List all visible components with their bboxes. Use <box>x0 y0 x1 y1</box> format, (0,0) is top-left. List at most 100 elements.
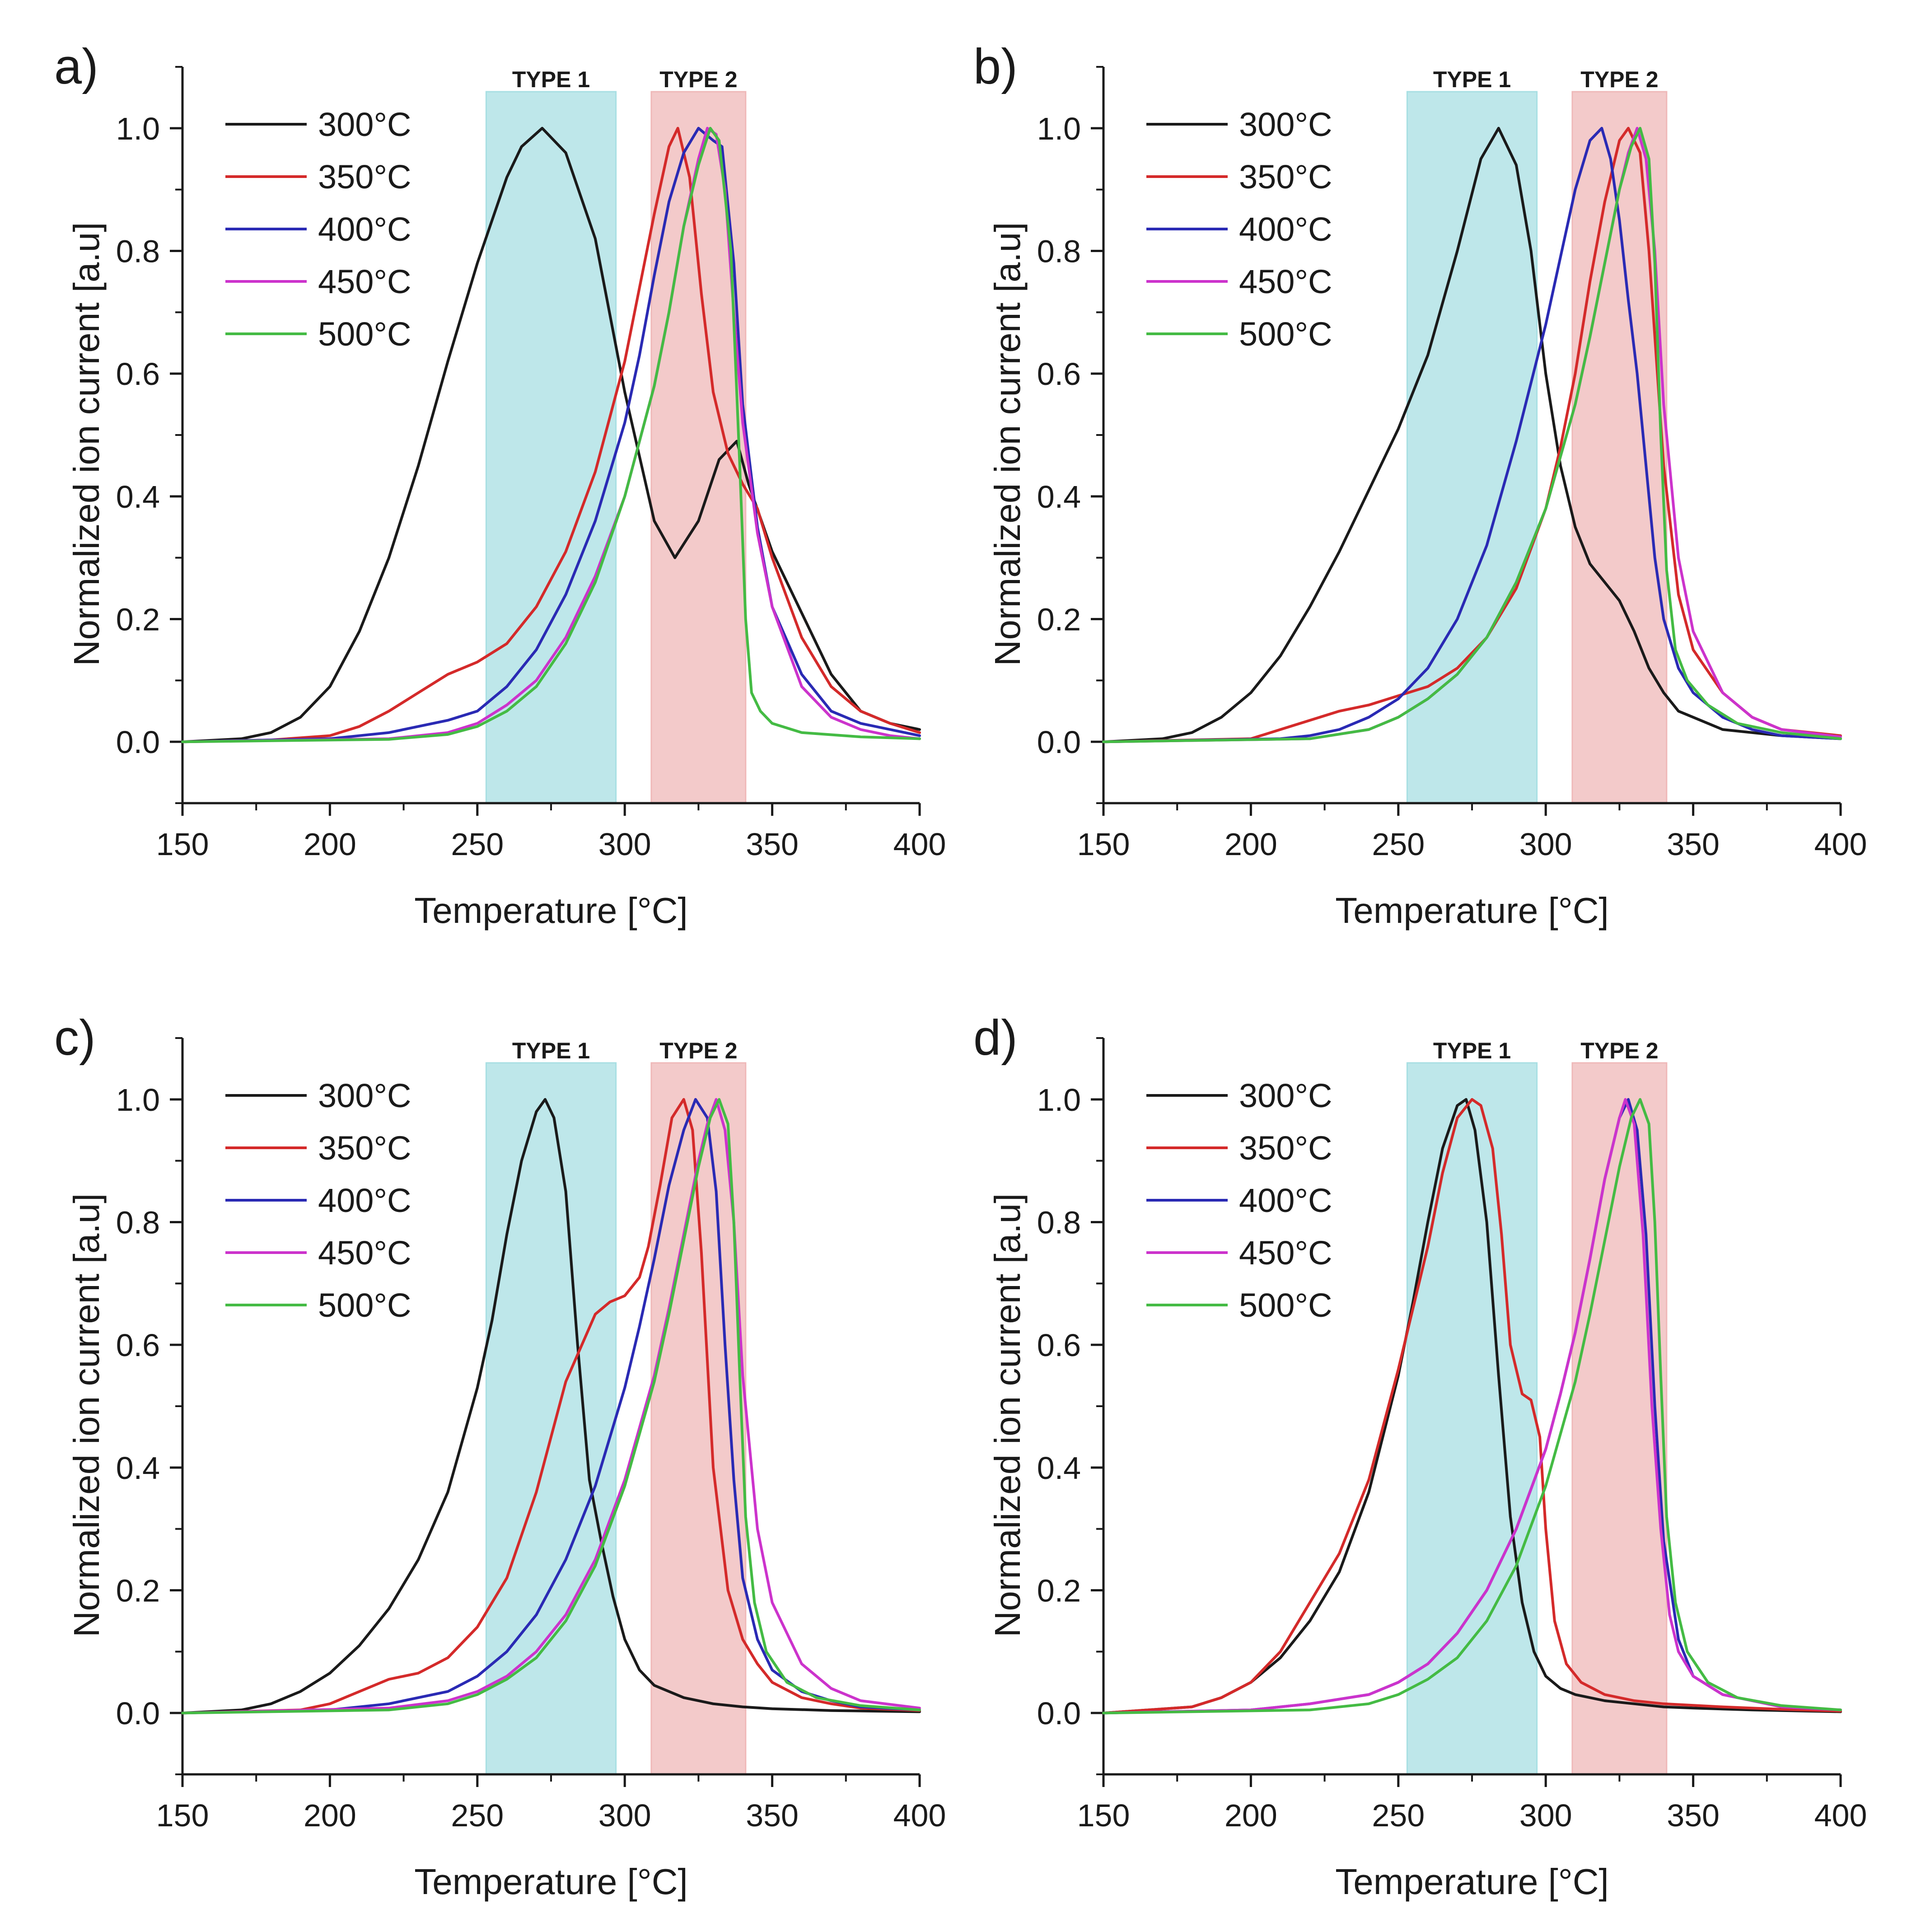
legend-label: 500°C <box>318 1286 411 1324</box>
series-line-350c <box>1102 1098 1842 1715</box>
y-tick-label: 0.2 <box>1037 602 1081 637</box>
x-tick-label: 300 <box>598 827 651 862</box>
x-tick-label: 350 <box>746 1798 799 1833</box>
panel-label: d) <box>973 1010 1018 1066</box>
band-label: TYPE 2 <box>1580 1038 1658 1063</box>
y-tick-label: 0.6 <box>1037 356 1081 392</box>
legend-label: 450°C <box>1239 1234 1332 1272</box>
x-tick-label: 200 <box>304 1798 356 1833</box>
x-tick-label: 150 <box>1077 827 1130 862</box>
legend-label: 450°C <box>1239 263 1332 300</box>
band-label: TYPE 1 <box>1433 67 1511 92</box>
series-line-300c <box>1102 1098 1842 1715</box>
band-label: TYPE 1 <box>512 1038 590 1063</box>
legend-label: 350°C <box>318 158 411 196</box>
x-tick-label: 400 <box>1814 827 1867 862</box>
x-axis-title: Temperature [°C] <box>414 1862 688 1902</box>
x-tick-label: 300 <box>1519 1798 1572 1833</box>
x-tick-label: 150 <box>156 1798 209 1833</box>
x-tick-label: 250 <box>1372 1798 1425 1833</box>
y-tick-label: 0.0 <box>1037 725 1081 760</box>
series-line-350c <box>181 1098 921 1715</box>
x-axis-title: Temperature [°C] <box>1335 890 1609 931</box>
y-tick-label: 0.2 <box>116 602 160 637</box>
x-tick-label: 350 <box>746 827 799 862</box>
series-line-350c <box>1102 126 1842 744</box>
y-tick-label: 0.6 <box>1037 1328 1081 1363</box>
y-tick-label: 0.4 <box>116 479 160 515</box>
y-tick-label: 0.8 <box>1037 234 1081 269</box>
x-tick-label: 150 <box>156 827 209 862</box>
legend-label: 450°C <box>318 1234 411 1272</box>
y-axis-title: Normalized ion current [a.u] <box>987 222 1028 666</box>
x-tick-label: 400 <box>893 1798 946 1833</box>
series-line-350c <box>181 126 921 744</box>
legend-label: 300°C <box>318 1077 411 1114</box>
y-tick-label: 0.0 <box>1037 1696 1081 1731</box>
y-tick-label: 0.8 <box>116 1205 160 1240</box>
legend-label: 350°C <box>1239 158 1332 196</box>
legend-label: 450°C <box>318 263 411 300</box>
x-tick-label: 150 <box>1077 1798 1130 1833</box>
legend-label: 400°C <box>1239 1182 1332 1219</box>
band-label: TYPE 1 <box>512 67 590 92</box>
legend-label: 400°C <box>1239 211 1332 248</box>
chart-panel-c: TYPE 1 TYPE 2 150 200 250 300 350 400 0.0 0.2 0.4 0… <box>54 1010 946 1902</box>
y-tick-label: 0.6 <box>116 356 160 392</box>
legend-label: 350°C <box>318 1129 411 1167</box>
band-label: TYPE 1 <box>1433 1038 1511 1063</box>
chart-panel-b: TYPE 1 TYPE 2 150 200 250 300 350 400 0.0 0.2 0.4 0… <box>973 39 1867 931</box>
x-tick-label: 250 <box>1372 827 1425 862</box>
band-label: TYPE 2 <box>659 67 737 92</box>
legend-label: 400°C <box>318 1182 411 1219</box>
y-tick-label: 0.0 <box>116 1696 160 1731</box>
series-line-300c <box>181 126 921 744</box>
legend-label: 500°C <box>318 315 411 353</box>
y-axis-title: Normalized ion current [a.u] <box>66 1193 107 1637</box>
series-line-400c <box>181 126 921 744</box>
x-tick-label: 200 <box>304 827 356 862</box>
series-line-300c <box>1102 126 1842 744</box>
legend-label: 500°C <box>1239 1286 1332 1324</box>
x-axis-title: Temperature [°C] <box>414 890 688 931</box>
panel-label: b) <box>973 39 1018 94</box>
band-label: TYPE 2 <box>1580 67 1658 92</box>
y-tick-label: 0.2 <box>116 1573 160 1609</box>
x-tick-label: 250 <box>451 1798 504 1833</box>
x-tick-label: 250 <box>451 827 504 862</box>
y-tick-label: 0.6 <box>116 1328 160 1363</box>
chart-panel-d: TYPE 1 TYPE 2 150 200 250 300 350 400 0.0 0.2 0.4 0… <box>973 1010 1867 1902</box>
legend-label: 500°C <box>1239 315 1332 353</box>
x-tick-label: 400 <box>893 827 946 862</box>
y-tick-label: 1.0 <box>1037 111 1081 146</box>
band-type-2 <box>1571 1062 1668 1775</box>
x-tick-label: 300 <box>1519 827 1572 862</box>
series-line-450c <box>181 126 921 744</box>
y-tick-label: 0.4 <box>1037 479 1081 515</box>
series-line-400c <box>1102 126 1842 744</box>
chart-panel-a: TYPE 1 TYPE 2 150 200 250 300 350 400 0.0 0.2 0.4 0… <box>54 39 946 931</box>
x-tick-label: 350 <box>1667 827 1720 862</box>
series-line-500c <box>1102 1098 1842 1715</box>
y-tick-label: 1.0 <box>116 1082 160 1118</box>
x-axis-title: Temperature [°C] <box>1335 1862 1609 1902</box>
y-tick-label: 0.0 <box>116 725 160 760</box>
x-tick-label: 400 <box>1814 1798 1867 1833</box>
x-tick-label: 350 <box>1667 1798 1720 1833</box>
band-type-1 <box>1406 1062 1538 1775</box>
legend-label: 300°C <box>1239 1077 1332 1114</box>
y-tick-label: 1.0 <box>1037 1082 1081 1118</box>
x-tick-label: 200 <box>1225 827 1277 862</box>
y-tick-label: 0.4 <box>116 1450 160 1486</box>
series-line-500c <box>181 1098 921 1715</box>
band-type-1 <box>485 1062 617 1775</box>
y-tick-label: 0.4 <box>1037 1450 1081 1486</box>
series-line-300c <box>181 1098 921 1715</box>
band-type-1 <box>485 91 617 804</box>
series-line-500c <box>181 126 921 744</box>
y-tick-label: 0.8 <box>116 234 160 269</box>
legend-label: 300°C <box>318 106 411 143</box>
y-tick-label: 1.0 <box>116 111 160 146</box>
series-line-450c <box>1102 1098 1842 1715</box>
